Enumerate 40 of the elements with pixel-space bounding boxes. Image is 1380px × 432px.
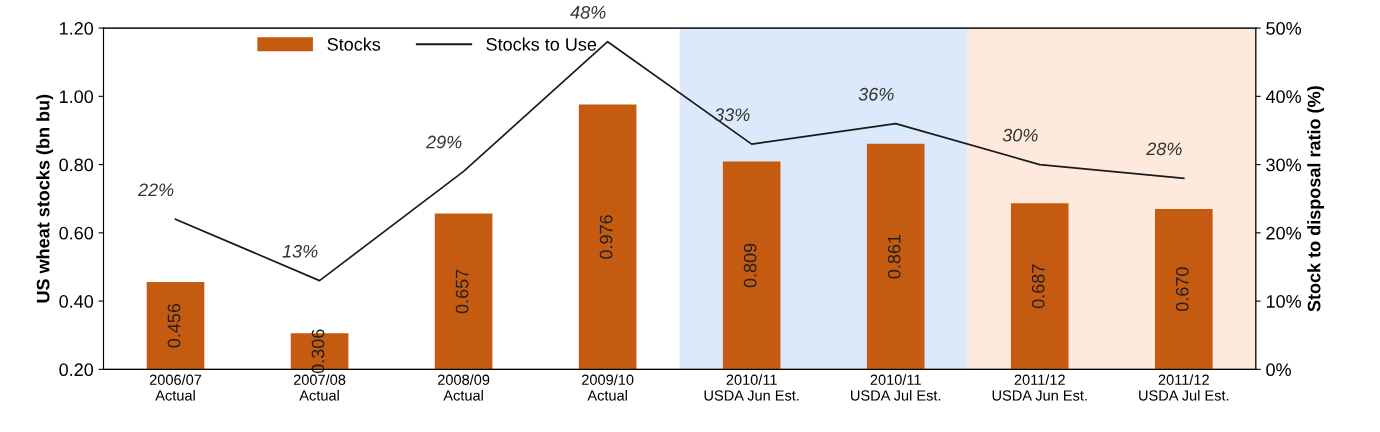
y2-tick-label: 10%	[1266, 295, 1302, 308]
y2-axis-title: Stock to disposal ratio (%)	[1307, 86, 1325, 312]
y-tick-label: 0.40	[59, 295, 94, 308]
y2-tick-label: 20%	[1266, 226, 1302, 240]
y-tick-label: 1.00	[60, 90, 94, 104]
data-label: 29%	[425, 135, 462, 149]
x-tick-label: 2009/10 Actual	[582, 374, 634, 401]
x-tick-label: 2006/07 Actual	[149, 374, 202, 401]
x-tick-label: 2010/11 USDA Jun Est.	[704, 374, 799, 401]
data-label: 0.687	[1031, 264, 1045, 309]
data-label: 0.657	[455, 269, 469, 314]
data-label: 0.456	[167, 303, 181, 348]
data-label: 0.306	[311, 329, 325, 374]
data-label: 0.861	[887, 234, 901, 279]
data-label: 33%	[714, 108, 750, 122]
y2-tick-label: 0%	[1266, 363, 1291, 377]
legend-label: Stocks to Use	[486, 37, 597, 51]
data-label: 0.670	[1175, 267, 1189, 312]
x-tick-label: 2007/08 Actual	[293, 374, 346, 401]
x-tick-label: 2010/11 USDA Jul Est.	[851, 374, 941, 401]
data-label: 0.809	[743, 243, 757, 288]
data-label: 13%	[282, 244, 318, 258]
y-tick-label: 0.20	[59, 363, 94, 377]
y-tick-label: 0.80	[59, 158, 94, 172]
y-tick-label: 1.20	[60, 22, 94, 35]
y2-tick-label: 30%	[1266, 158, 1302, 172]
data-label: 36%	[858, 87, 894, 101]
legend-label: Stocks	[327, 37, 381, 51]
x-tick-label: 2011/12 USDA Jul Est.	[1139, 374, 1229, 401]
x-tick-label: 2008/09 Actual	[437, 374, 490, 401]
x-tick-label: 2011/12 USDA Jun Est.	[992, 374, 1087, 401]
y-tick-label: 0.60	[59, 226, 94, 240]
data-label: 0.976	[599, 215, 613, 259]
y-axis-title: US wheat stocks (bn bu)	[36, 94, 54, 303]
y2-tick-label: 50%	[1266, 22, 1302, 35]
data-label: 48%	[570, 5, 606, 19]
data-label: 30%	[1002, 128, 1038, 142]
data-label: 28%	[1146, 142, 1182, 156]
y2-tick-label: 40%	[1265, 90, 1302, 104]
data-label: 22%	[137, 183, 174, 197]
